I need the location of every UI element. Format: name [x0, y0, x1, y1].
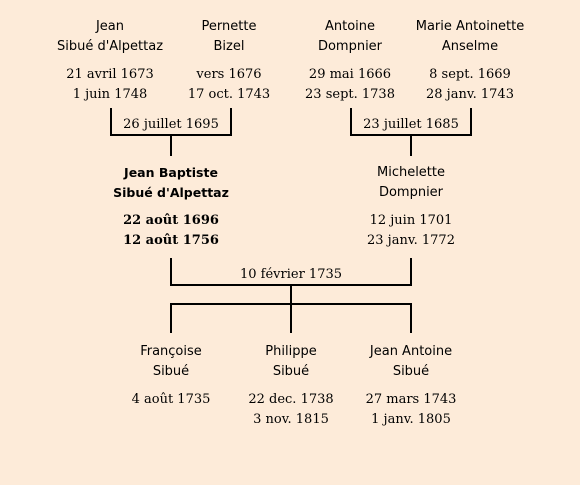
person-birth: 29 mai 1666 [308, 67, 392, 82]
person-michelette-dompnier: Michelette Dompnier 12 juin 1701 23 janv… [326, 163, 496, 251]
person-death: 12 août 1756 [123, 233, 219, 248]
person-name-line1: Françoise [140, 344, 202, 359]
person-birth: vers 1676 [196, 67, 262, 82]
connector-line [470, 108, 472, 136]
marriage-date: 23 juillet 1685 [363, 117, 459, 132]
marriage-date: 26 juillet 1695 [123, 117, 219, 132]
person-name-line1: Pernette [201, 19, 257, 34]
person-name-line2: Sibué [392, 364, 430, 379]
person-birth: 22 août 1696 [123, 213, 219, 228]
person-death: 17 oct. 1743 [187, 87, 271, 102]
person-jean-sibue: Jean Sibué d'Alpettaz 21 avril 1673 1 ju… [25, 17, 195, 105]
person-birth: 4 août 1735 [131, 392, 211, 407]
connector-line [350, 108, 352, 136]
person-jean-baptiste-sibue: Jean Baptiste Sibué d'Alpettaz 22 août 1… [86, 163, 256, 251]
person-death: 23 janv. 1772 [367, 233, 455, 248]
person-name-line1: Antoine [324, 19, 376, 34]
person-birth: 12 juin 1701 [369, 213, 453, 228]
person-name-line2: Sibué [272, 364, 310, 379]
person-birth: 27 mars 1743 [365, 392, 457, 407]
person-death: 23 sept. 1738 [305, 87, 395, 102]
person-birth: 21 avril 1673 [66, 67, 154, 82]
person-jean-antoine-sibue: Jean Antoine Sibué 27 mars 1743 1 janv. … [326, 342, 496, 430]
person-name-line1: Philippe [265, 344, 317, 359]
person-pernette-bizel: Pernette Bizel vers 1676 17 oct. 1743 [144, 17, 314, 105]
connector-line [290, 284, 292, 304]
person-death: 1 janv. 1805 [371, 412, 451, 427]
person-marie-antoinette-anselme: Marie Antoinette Anselme 8 sept. 1669 28… [385, 17, 555, 105]
person-birth: 22 dec. 1738 [248, 392, 334, 407]
person-name-line1: Michelette [376, 165, 445, 180]
connector-line [170, 134, 172, 156]
connector-line [170, 303, 172, 333]
connector-line [170, 258, 172, 286]
person-francoise-sibue: Françoise Sibué 4 août 1735 [86, 342, 256, 410]
person-philippe-sibue: Philippe Sibué 22 dec. 1738 3 nov. 1815 [206, 342, 376, 430]
person-name-line2: Bizel [213, 39, 245, 54]
person-antoine-dompnier: Antoine Dompnier 29 mai 1666 23 sept. 17… [265, 17, 435, 105]
connector-line [110, 108, 112, 136]
connector-line [410, 134, 412, 156]
connector-line [410, 258, 412, 286]
person-death: 1 juin 1748 [72, 87, 148, 102]
person-name-line2: Dompnier [378, 185, 444, 200]
person-name-line1: Jean Antoine [369, 344, 453, 359]
person-death: 3 nov. 1815 [253, 412, 329, 427]
person-name-line2: Anselme [441, 39, 499, 54]
connector-line [230, 108, 232, 136]
connector-line [410, 303, 412, 333]
person-name-line2: Dompnier [317, 39, 383, 54]
marriage-date: 10 février 1735 [239, 267, 343, 282]
person-name-line2: Sibué d'Alpettaz [113, 185, 229, 200]
person-name-line1: Jean [95, 19, 125, 34]
person-name-line1: Marie Antoinette [415, 19, 525, 34]
person-name-line1: Jean Baptiste [124, 165, 218, 180]
person-birth: 8 sept. 1669 [429, 67, 511, 82]
person-death: 28 janv. 1743 [426, 87, 514, 102]
person-name-line2: Sibué d'Alpettaz [56, 39, 164, 54]
connector-line [290, 303, 292, 333]
person-name-line2: Sibué [152, 364, 190, 379]
